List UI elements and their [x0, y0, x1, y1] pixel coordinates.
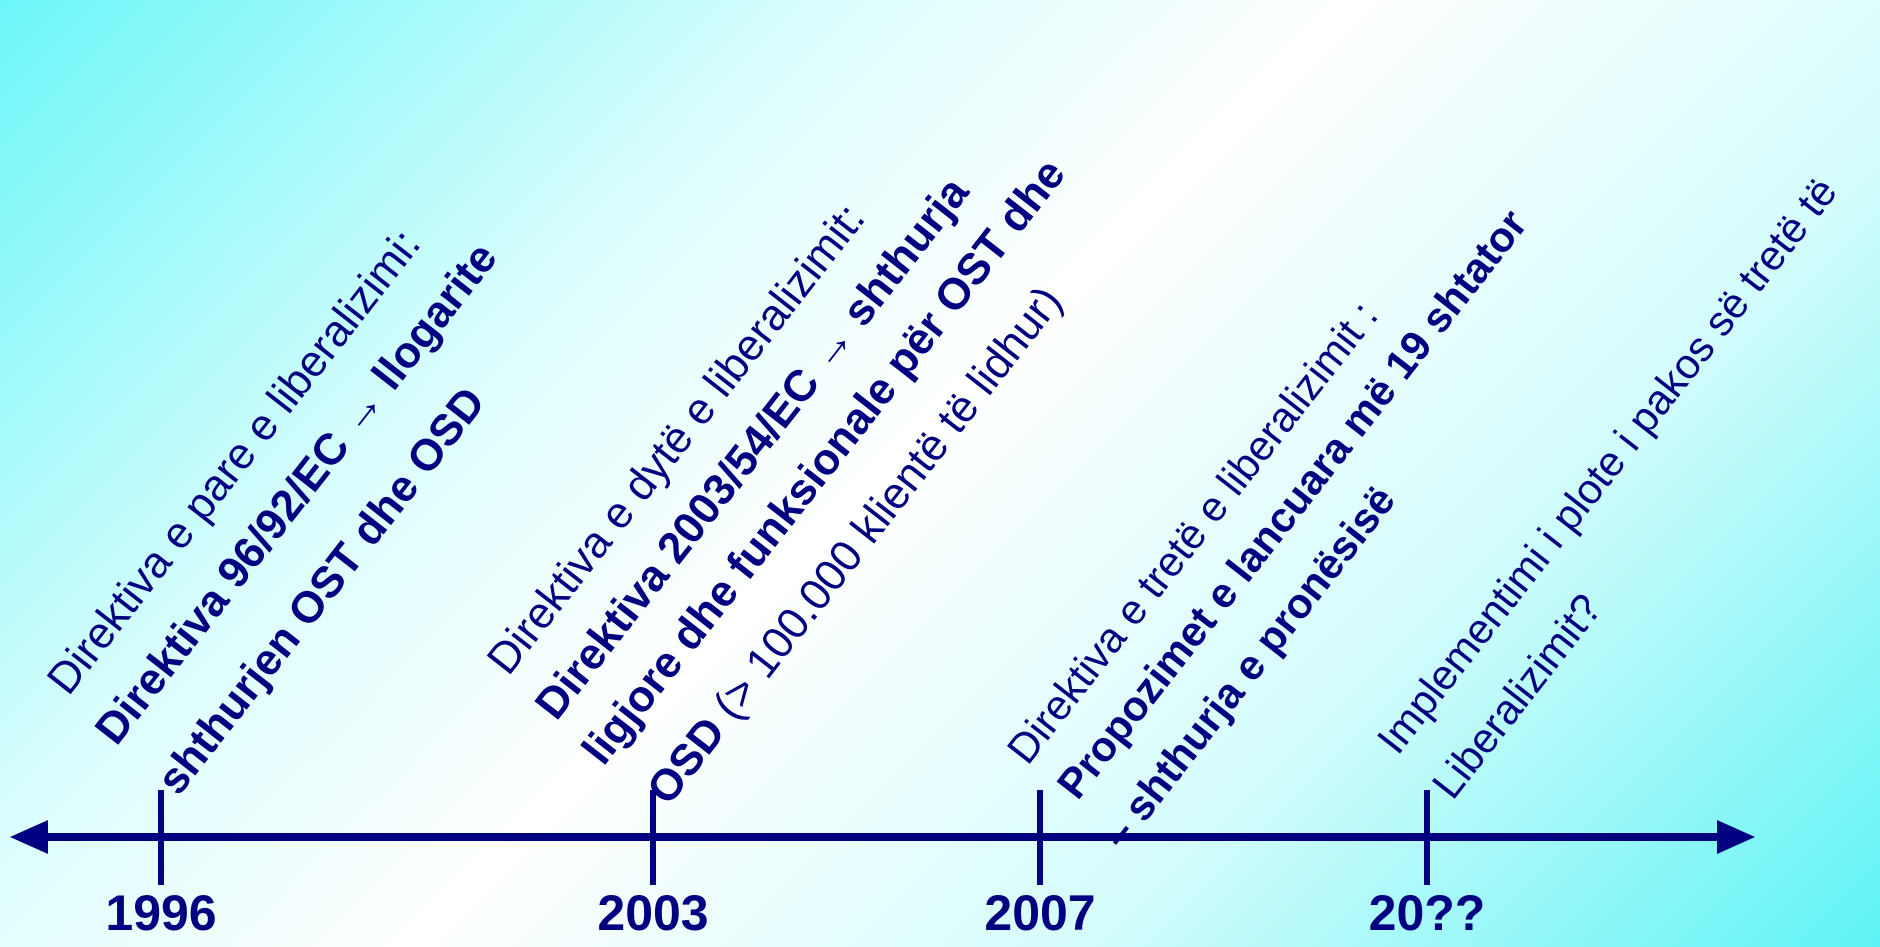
- year-label-2003: 2003: [597, 885, 709, 941]
- timeline-arrow-right: [1717, 820, 1755, 854]
- year-label-2007: 2007: [984, 885, 1096, 941]
- year-label-1996: 1996: [105, 885, 217, 941]
- timeline-arrow-left: [10, 820, 48, 854]
- year-label-20xx: 20??: [1368, 885, 1486, 941]
